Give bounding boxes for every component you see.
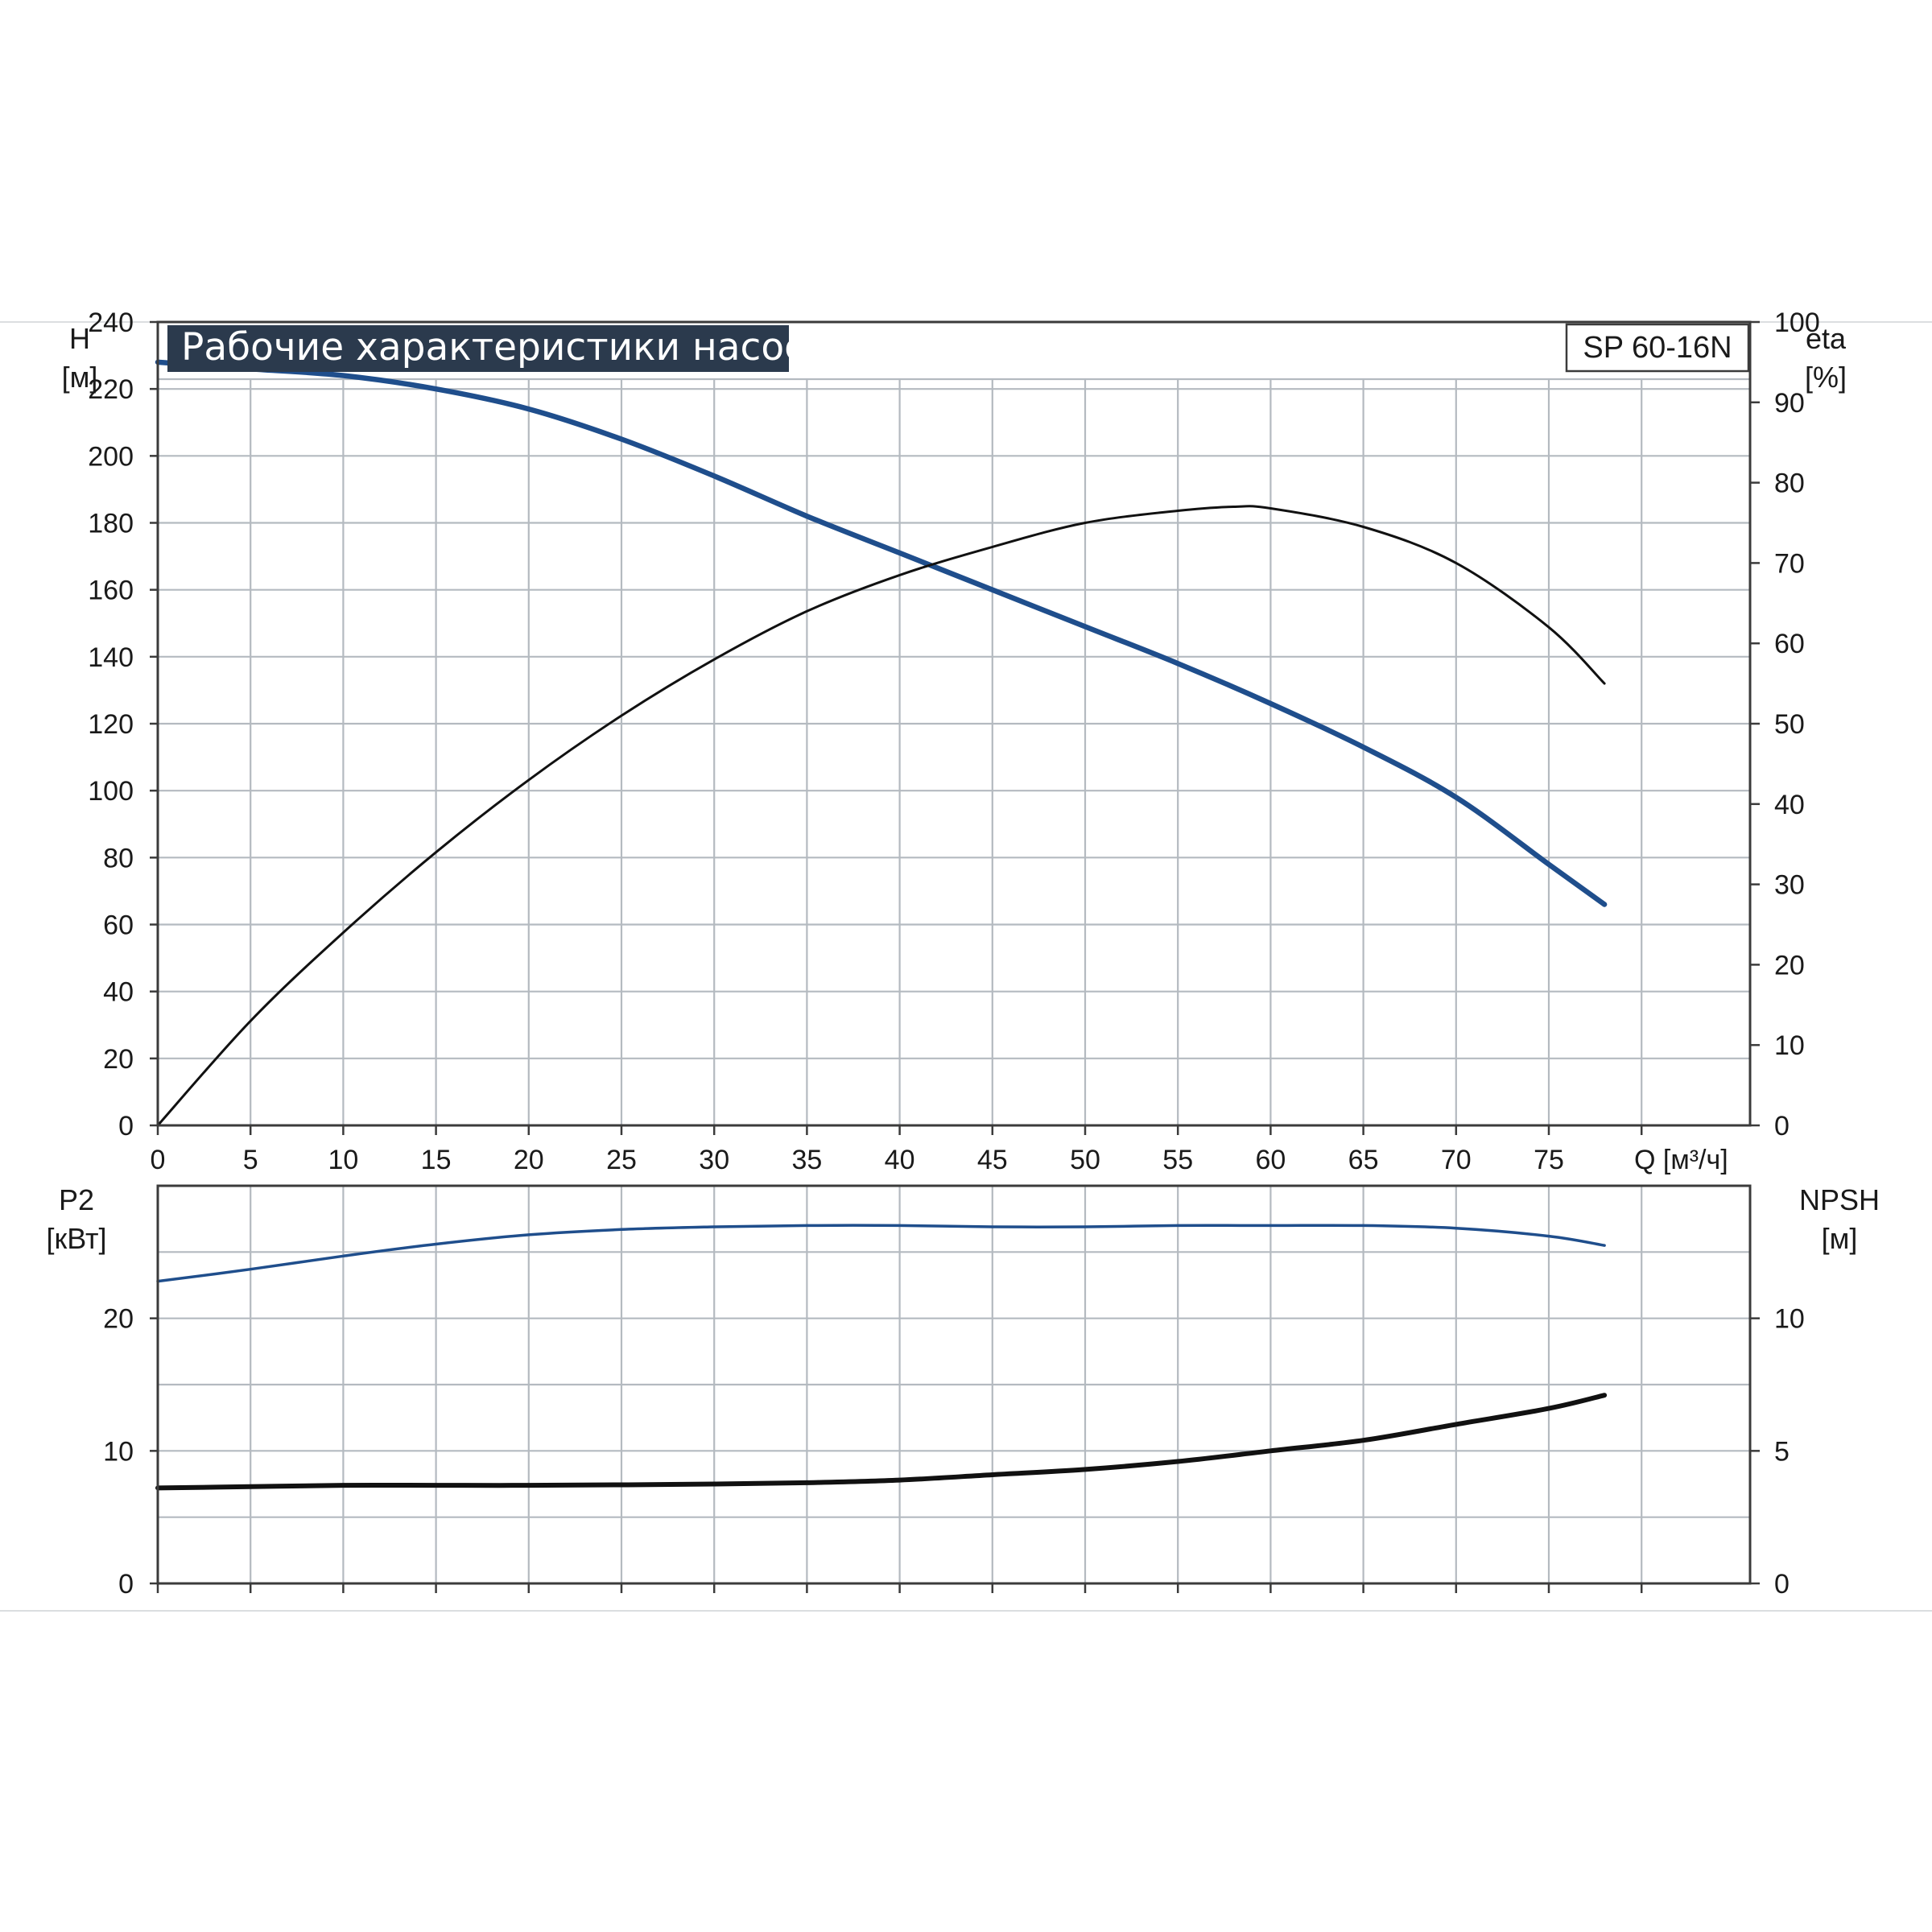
upper-grid [158, 378, 1750, 1125]
x-tick-label: 75 [1534, 1145, 1564, 1175]
y-left-unit: [м] [62, 361, 98, 394]
upper-series-line-right [156, 505, 1606, 1127]
y-left-tick-label: 20 [103, 1044, 134, 1075]
x-tick-label: 65 [1348, 1145, 1379, 1175]
y-right-tick-label: 80 [1774, 469, 1805, 499]
y-left-tick-label: 200 [88, 441, 134, 472]
x-tick-label: 50 [1070, 1145, 1100, 1175]
y-left-tick-label: 60 [103, 910, 134, 941]
lower-grid [158, 1186, 1750, 1583]
model-label: SP 60-16N [1583, 331, 1732, 365]
x-axis-label: Q [м³/ч] [1634, 1145, 1728, 1175]
y-right-tick-label: 60 [1774, 629, 1805, 659]
p2-unit: [кВт] [46, 1222, 106, 1255]
npsh-unit: [м] [1822, 1222, 1858, 1255]
x-tick-label: 60 [1255, 1145, 1286, 1175]
y-left-tick-label: 20 [103, 1304, 134, 1335]
y-left-tick-label: 160 [88, 576, 134, 606]
y-right-tick-label: 50 [1774, 709, 1805, 740]
y-left-tick-label: 0 [118, 1111, 134, 1141]
y-left-tick-label: 80 [103, 843, 134, 873]
lower-series-line-left [156, 1224, 1606, 1283]
y-right-tick-label: 5 [1774, 1436, 1790, 1467]
y-left-tick-label: 100 [88, 776, 134, 807]
y-right-tick-label: 0 [1774, 1111, 1790, 1141]
x-tick-label: 25 [606, 1145, 637, 1175]
x-tick-label: 70 [1441, 1145, 1472, 1175]
upper-series-line-left [155, 359, 1608, 907]
x-tick-label: 35 [791, 1145, 822, 1175]
x-tick-label: 20 [514, 1145, 544, 1175]
p2-label: P2 [59, 1183, 94, 1216]
y-left-tick-label: 120 [88, 709, 134, 740]
y-right-tick-label: 100 [1774, 308, 1820, 338]
y-left-tick-label: 0 [118, 1569, 134, 1600]
y-left-tick-label: 140 [88, 642, 134, 673]
y-right-label: eta [1806, 322, 1847, 355]
x-tick-label: 5 [243, 1145, 258, 1175]
title-banner [167, 325, 789, 372]
y-left-tick-label: 240 [88, 308, 134, 338]
model-box [1565, 323, 1750, 373]
upper-series [155, 359, 1608, 1127]
x-tick-label: 45 [977, 1145, 1008, 1175]
lower-series-line-right [155, 1393, 1608, 1491]
y-right-unit: [%] [1805, 361, 1847, 394]
y-right-tick-label: 40 [1774, 790, 1805, 820]
upper-ticks: 0204060801001201401601802002202400102030… [88, 308, 1819, 1175]
chart-title: Рабочие характеристики насоса [181, 325, 828, 369]
y-left-tick-label: 180 [88, 509, 134, 539]
y-right-tick-label: 90 [1774, 388, 1805, 419]
upper-panel: 0204060801001201401601802002202400102030… [62, 308, 1847, 1175]
y-right-tick-label: 0 [1774, 1569, 1790, 1600]
lower-plot-frame [156, 1184, 1752, 1585]
npsh-label: NPSH [1799, 1183, 1880, 1216]
x-tick-label: 0 [151, 1145, 166, 1175]
x-tick-label: 15 [421, 1145, 452, 1175]
x-tick-label: 40 [885, 1145, 915, 1175]
y-left-tick-label: 10 [103, 1436, 134, 1467]
lower-ticks: 0 10 20 0 5 10 [103, 1304, 1805, 1600]
y-right-tick-label: 20 [1774, 950, 1805, 980]
lower-panel: 0 10 20 0 5 10 P2 [кВт] NPSH [м] [46, 1183, 1880, 1600]
y-left-tick-label: 40 [103, 977, 134, 1008]
x-tick-label: 30 [699, 1145, 729, 1175]
y-right-tick-label: 70 [1774, 548, 1805, 579]
y-left-tick-label: 220 [88, 374, 134, 405]
y-left-label: H [69, 322, 90, 355]
x-tick-label: 55 [1162, 1145, 1193, 1175]
y-right-tick-label: 30 [1774, 870, 1805, 901]
y-right-tick-label: 10 [1774, 1304, 1805, 1335]
lower-series [155, 1224, 1608, 1491]
x-tick-label: 10 [328, 1145, 358, 1175]
y-right-tick-label: 10 [1774, 1030, 1805, 1061]
